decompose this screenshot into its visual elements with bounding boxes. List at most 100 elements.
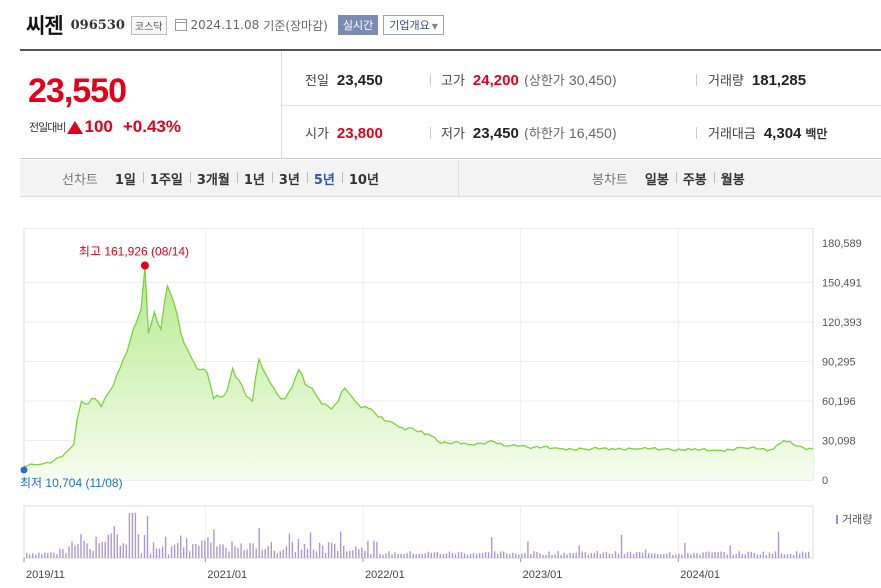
volume-bar	[273, 550, 275, 558]
volume-bar	[300, 549, 303, 558]
volume-bar	[258, 528, 260, 558]
quote-date: 2024.11.08	[190, 18, 260, 32]
divider	[696, 74, 697, 86]
volume-bar	[158, 548, 161, 558]
lower-limit-label: (하한가	[523, 127, 565, 142]
lower-limit: (하한가 16,450)	[524, 123, 617, 142]
volume-bar	[321, 545, 324, 558]
volume-bar	[291, 541, 294, 558]
volume-bar	[315, 551, 318, 558]
volume-legend-label: 거래량	[842, 513, 872, 526]
change-amount: 100	[84, 117, 113, 136]
volume-bar	[536, 552, 538, 558]
volume-bar	[50, 552, 52, 558]
volume-bar	[276, 553, 278, 558]
period-3y[interactable]: 3년	[271, 169, 307, 188]
volume-bar	[373, 540, 375, 558]
period-3m[interactable]: 3개월	[189, 169, 237, 188]
volume-bar	[210, 542, 212, 558]
volume-bar	[95, 536, 97, 558]
volume-bar	[792, 555, 795, 558]
x-tick-label: 2019/11	[26, 569, 65, 581]
volume-bar	[783, 554, 786, 558]
volume-bar	[602, 552, 605, 558]
volume-bar	[500, 551, 502, 558]
day-low-label: 저가	[441, 127, 465, 142]
period-1d[interactable]: 1일	[114, 173, 136, 188]
volume-bar	[726, 554, 728, 558]
volume-bar	[38, 552, 40, 558]
volume-bar	[134, 513, 137, 558]
volume-bar	[735, 553, 737, 558]
volume-bar	[110, 533, 112, 558]
y-tick-label: 30,098	[822, 436, 856, 448]
volume-bar	[641, 552, 644, 558]
volume-bar	[388, 551, 390, 558]
volume-bar	[309, 532, 312, 558]
volume-bar	[548, 551, 550, 558]
volume-bar	[409, 551, 411, 558]
volume-bar	[394, 552, 396, 558]
period-weekly[interactable]: 주봉	[675, 169, 714, 188]
volume-bar	[62, 549, 64, 558]
volume-bar	[415, 554, 417, 558]
x-tick-label: 2023/01	[523, 569, 563, 581]
volume-bar	[433, 552, 435, 558]
trade-amount-unit: 백만	[805, 127, 828, 141]
volume-bar	[173, 544, 176, 558]
volume-bar	[59, 548, 61, 558]
volume-bar	[228, 551, 230, 558]
realtime-button[interactable]: 실시간	[337, 15, 379, 35]
change-percent: +0.43%	[122, 117, 181, 136]
volume-bar	[533, 551, 535, 558]
y-tick-label: 90,295	[822, 357, 856, 369]
volume-bar	[554, 554, 556, 558]
lower-limit-value: 16,450	[568, 125, 612, 141]
upper-limit-label: (상한가	[523, 74, 565, 89]
volume-bar	[83, 540, 85, 558]
volume-bar	[324, 553, 327, 558]
period-1y[interactable]: 1년	[236, 169, 272, 188]
period-5y[interactable]: 5년	[306, 169, 342, 188]
company-overview-dropdown[interactable]: 기업개요 ▼	[383, 15, 444, 35]
volume-bar	[195, 544, 197, 558]
volume-bar	[605, 551, 608, 558]
max-annotation: 최고 161,926 (08/14)	[79, 244, 189, 258]
volume-bar	[497, 553, 499, 558]
volume-bar	[44, 552, 46, 558]
x-axis-ticks: 2019/11 2021/01 2022/01 2023/01 2024/01	[23, 558, 720, 581]
volume-bar	[632, 553, 635, 558]
volume-value: 181,285	[751, 72, 807, 89]
volume-bar	[469, 553, 472, 558]
volume-bar	[47, 553, 49, 558]
volume-bar	[660, 554, 662, 558]
volume-bar	[234, 546, 236, 558]
y-axis-ticks: 180,589 150,491 120,393 90,295 60,196 30,098 0	[822, 238, 862, 487]
volume-bar	[515, 553, 517, 558]
volume-bar	[756, 554, 759, 558]
period-10y[interactable]: 10년	[341, 169, 386, 188]
volume-bar	[376, 541, 378, 558]
volume-bar	[430, 552, 432, 558]
line-chart-periods: 선차트 1일 1주일 3개월 1년 3년 5년 10년	[62, 160, 386, 197]
volume-bar	[412, 553, 414, 558]
volume-bar	[424, 553, 426, 558]
volume-bar	[198, 545, 200, 558]
volume-bar	[167, 554, 170, 558]
volume-bar	[312, 549, 315, 558]
volume-bar	[219, 544, 221, 558]
period-daily[interactable]: 일봉	[644, 173, 669, 188]
volume-bar	[180, 535, 182, 558]
volume-bar	[693, 552, 695, 558]
volume-bar	[705, 551, 707, 558]
period-1w[interactable]: 1주일	[142, 169, 190, 188]
current-price-panel: 23,550 전일대비 100 +0.43%	[20, 51, 282, 159]
open-price: 시가 23,800	[305, 123, 383, 142]
volume-bar	[382, 554, 384, 558]
volume-bar	[385, 553, 387, 558]
price-chart[interactable]: 180,589 150,491 120,393 90,295 60,196 30,098 0…	[0, 228, 881, 588]
volume-bar	[687, 553, 689, 558]
volume-bar	[104, 541, 106, 558]
volume-bar	[29, 554, 31, 558]
period-monthly[interactable]: 월봉	[713, 169, 752, 188]
